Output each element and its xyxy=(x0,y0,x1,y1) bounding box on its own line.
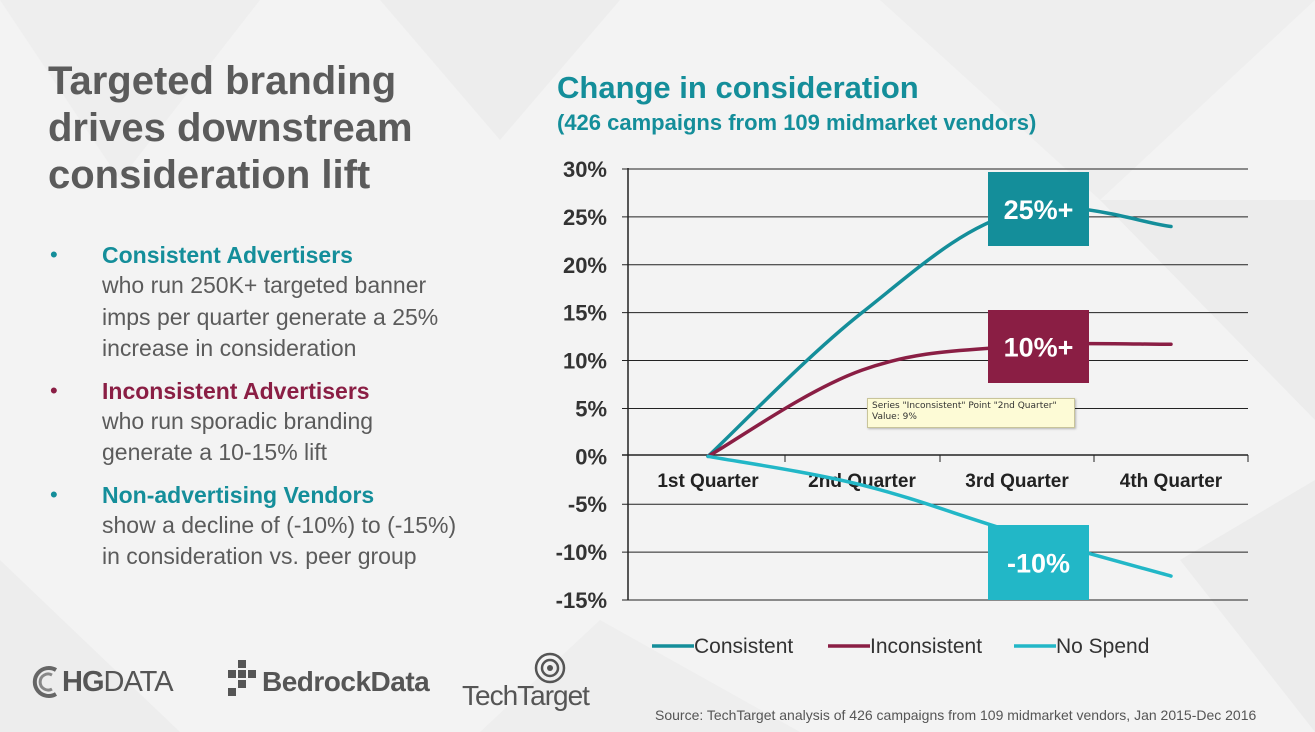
y-tick-label: 15% xyxy=(563,301,607,326)
bullet-title: Inconsistent Advertisers xyxy=(102,377,370,404)
x-tick-label: 1st Quarter xyxy=(657,471,759,492)
bullet-text: who run 250K+ targeted banner xyxy=(102,272,427,298)
tooltip-series-line: Series "Inconsistent" Point "2nd Quarter… xyxy=(872,401,1057,411)
bullet-text: generate a 10-15% lift xyxy=(102,439,328,465)
bullet-title: Consistent Advertisers xyxy=(102,242,353,268)
x-tick-label: 4th Quarter xyxy=(1120,471,1223,492)
bedrock-logo-text: BedrockData xyxy=(262,666,430,697)
headline-line: drives downstream xyxy=(48,106,413,150)
bullet-dot: • xyxy=(50,481,58,507)
bullet-text: show a decline of (-10%) to (-15%) xyxy=(102,511,457,538)
hg-logo-light: DATA xyxy=(103,666,174,698)
x-tick-label: 3rd Quarter xyxy=(965,471,1069,492)
hg-logo-bold: HG xyxy=(62,666,104,698)
y-tick-label: 25% xyxy=(563,205,607,230)
x-tick-label: 2nd Quarter xyxy=(808,471,916,492)
headline-line: Targeted branding xyxy=(48,59,397,103)
bullet-text: who run sporadic branding xyxy=(102,407,374,434)
bullet-non-advertising: • Non-advertising Vendors show a decline… xyxy=(48,480,528,573)
callout-box xyxy=(988,525,1089,600)
bullet-consistent: • Consistent Advertisers who run 250K+ t… xyxy=(48,240,528,365)
callout-box xyxy=(988,172,1089,246)
bullet-text: imps per quarter generate a 25% xyxy=(102,303,439,330)
bedrock-data-logo: BedrockData xyxy=(224,658,444,698)
y-tick-label: -15% xyxy=(556,588,607,613)
bullet-inconsistent: • Inconsistent Advertisers who run spora… xyxy=(48,376,528,469)
chart-subtitle: (426 campaigns from 109 midmarket vendor… xyxy=(557,110,1037,135)
y-tick-label: 10% xyxy=(563,349,607,374)
hg-swirl-icon xyxy=(32,666,58,698)
y-tick-label: 20% xyxy=(563,253,607,278)
y-tick-label: -5% xyxy=(568,492,607,517)
source-note: Source: TechTarget analysis of 426 campa… xyxy=(655,707,1257,723)
bullet-dot: • xyxy=(50,377,58,403)
series-line-consistent xyxy=(706,205,1173,459)
y-tick-label: 5% xyxy=(575,396,607,421)
tooltip-value-line: Value: 9% xyxy=(872,412,917,422)
techtarget-logo-text: TechTarget xyxy=(462,680,590,711)
headline: Targeted branding drives downstream cons… xyxy=(48,58,518,199)
bullet-text: increase in consideration xyxy=(102,335,357,361)
bullet-text: in consideration vs. peer group xyxy=(102,543,417,569)
callout-label: 25%+ xyxy=(1004,195,1074,225)
chart-title: Change in consideration xyxy=(557,70,919,105)
legend-label: Inconsistent xyxy=(870,635,982,658)
series-line-inconsistent xyxy=(706,341,1173,459)
chart-tooltip: Series "Inconsistent" Point "2nd Quarter… xyxy=(867,398,1075,428)
bullet-dot: • xyxy=(50,242,58,267)
callout-box xyxy=(988,310,1089,383)
bullet-title: Non-advertising Vendors xyxy=(102,481,375,508)
series-line-no-spend xyxy=(706,454,1173,578)
hg-data-logo: HGDATA xyxy=(30,664,200,700)
eye-target-icon xyxy=(534,652,566,684)
bedrock-blocks-icon xyxy=(228,660,256,696)
bullet-list: • Consistent Advertisers who run 250K+ t… xyxy=(48,240,528,584)
y-tick-label: 30% xyxy=(563,157,607,182)
y-tick-label: -10% xyxy=(556,540,607,565)
y-tick-label: 0% xyxy=(575,444,607,469)
legend-label: Consistent xyxy=(694,635,793,658)
headline-line: consideration lift xyxy=(48,153,371,197)
techtarget-logo: TechTarget xyxy=(462,652,592,722)
callout-label: 10%+ xyxy=(1004,333,1074,363)
callout-label: -10% xyxy=(1007,549,1070,579)
legend-label: No Spend xyxy=(1056,635,1149,658)
